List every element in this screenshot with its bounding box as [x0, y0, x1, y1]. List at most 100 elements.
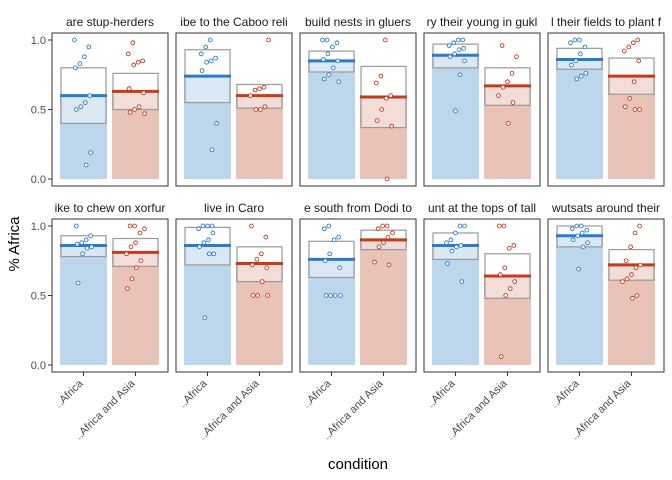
data-point	[321, 226, 327, 232]
data-point	[636, 58, 642, 64]
data-point	[462, 58, 467, 64]
y-tick-label: 0.0	[31, 174, 46, 186]
facet-title: wutsats around their	[551, 201, 660, 215]
data-point	[253, 107, 259, 112]
data-point	[205, 223, 210, 229]
data-point	[580, 244, 586, 250]
data-point	[261, 84, 267, 90]
bar-mean	[608, 264, 655, 365]
data-point	[141, 90, 146, 96]
data-point	[323, 293, 329, 298]
data-point	[637, 223, 642, 229]
data-point	[83, 237, 89, 243]
data-point	[382, 37, 388, 43]
data-point	[575, 233, 581, 239]
bar-mean	[112, 91, 159, 179]
data-point	[583, 71, 589, 76]
data-point	[584, 227, 590, 233]
data-point	[501, 223, 507, 229]
data-point	[335, 58, 341, 64]
data-point	[263, 234, 269, 240]
data-point	[133, 240, 138, 246]
data-point	[451, 40, 457, 46]
data-point	[82, 54, 87, 60]
facet-panel: l their fields to plant f	[547, 12, 665, 187]
facet-title: live in Caro	[204, 201, 264, 215]
data-point	[631, 79, 637, 85]
data-point	[389, 123, 394, 129]
data-point	[206, 237, 211, 243]
data-point	[634, 293, 640, 298]
data-point	[88, 233, 94, 239]
data-point	[456, 47, 462, 53]
data-point	[624, 276, 630, 282]
facet-strip	[52, 12, 168, 32]
data-point	[89, 244, 94, 250]
facet-panel: are stup-herders 0.0 0.5 1.0	[31, 12, 169, 187]
data-point	[328, 293, 333, 298]
data-point	[569, 62, 574, 68]
data-point	[461, 45, 466, 51]
data-point	[137, 230, 143, 236]
data-point	[380, 223, 385, 229]
data-point	[200, 223, 206, 229]
data-point	[127, 109, 133, 115]
data-point	[510, 100, 516, 105]
data-point	[578, 223, 584, 229]
data-point	[388, 93, 394, 98]
data-point	[209, 147, 215, 153]
data-point	[383, 96, 389, 101]
data-point	[579, 230, 585, 236]
x-tick-label: ..Africa	[301, 377, 334, 410]
data-point	[338, 293, 343, 298]
facet-panel: build nests in gluers	[299, 12, 417, 187]
data-point	[252, 87, 258, 93]
data-point	[208, 58, 214, 64]
data-point	[629, 272, 634, 277]
data-point	[574, 223, 580, 229]
panel-frame	[175, 32, 293, 187]
data-point	[73, 223, 79, 229]
data-point	[321, 76, 327, 82]
y-tick-label: 1.0	[31, 221, 46, 233]
data-point	[124, 251, 129, 257]
data-point	[321, 57, 326, 62]
data-point	[635, 37, 641, 43]
data-point	[497, 272, 503, 277]
data-point	[585, 240, 590, 246]
data-point	[322, 258, 328, 264]
data-point	[125, 51, 131, 57]
data-point	[207, 37, 213, 43]
x-tick-label: ..Africa	[549, 377, 582, 410]
data-point	[210, 230, 216, 236]
data-point	[265, 293, 270, 298]
data-point	[248, 93, 253, 98]
bar-mean	[484, 85, 531, 179]
facet-strip	[52, 198, 168, 218]
facet-title: e south from Dodi to	[304, 201, 412, 215]
panel-frame	[423, 32, 541, 187]
data-point	[140, 58, 146, 64]
data-point	[455, 37, 461, 43]
data-point	[266, 37, 271, 43]
data-point	[326, 223, 332, 229]
data-point	[78, 104, 84, 110]
bar-mean	[308, 60, 355, 179]
bar-mean	[360, 239, 407, 365]
data-point	[499, 43, 505, 48]
data-point	[622, 104, 628, 110]
data-point	[373, 80, 379, 86]
data-point	[127, 223, 133, 229]
facet-panel: unt at the tops of tall..Africa..Africa …	[423, 198, 541, 442]
data-point	[129, 276, 135, 282]
data-point	[497, 223, 502, 229]
data-point	[378, 73, 384, 79]
data-point	[125, 286, 130, 291]
data-point	[444, 240, 449, 246]
data-point	[385, 234, 391, 240]
data-point	[138, 258, 144, 264]
facet-title: l their fields to plant f	[551, 15, 662, 29]
data-point	[330, 44, 335, 50]
bar-mean	[60, 95, 107, 179]
